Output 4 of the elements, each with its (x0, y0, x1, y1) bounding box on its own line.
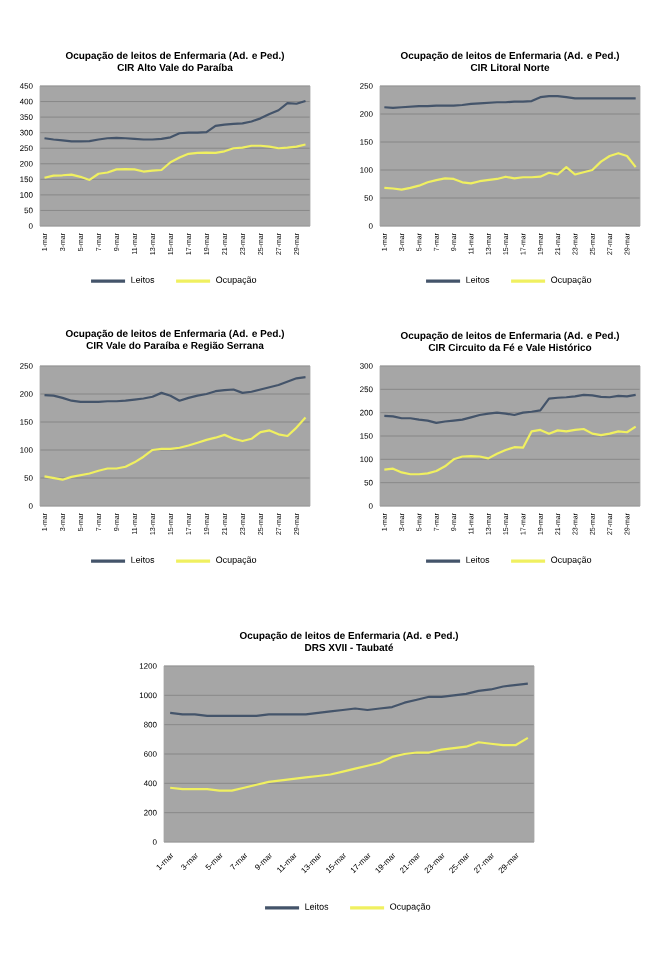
line-series (43, 143, 307, 182)
line-series (43, 99, 307, 143)
line-series (383, 393, 637, 425)
line-series (383, 425, 637, 476)
